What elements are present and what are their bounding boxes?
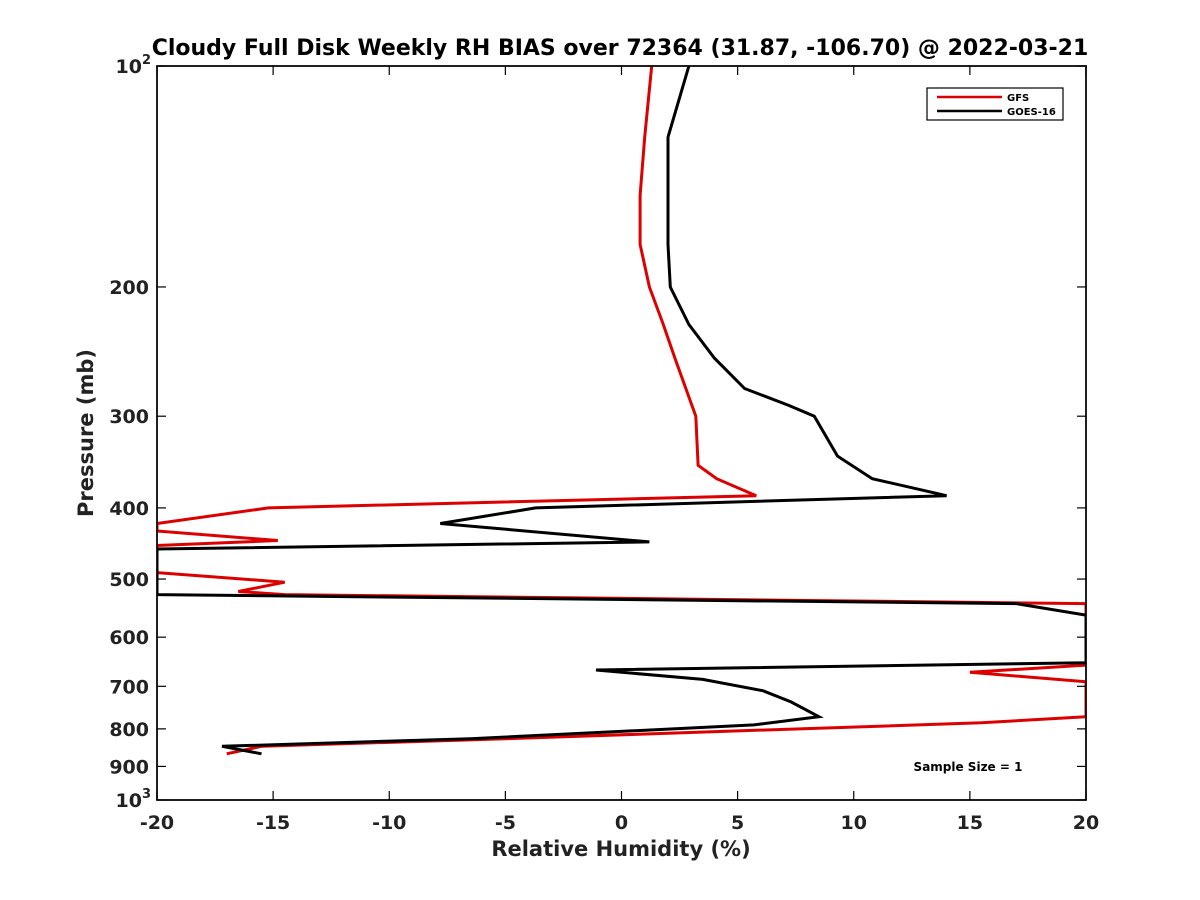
x-tick-label: -5 xyxy=(495,812,516,834)
y-tick-label: 800 xyxy=(109,719,149,741)
series-line-goes16 xyxy=(157,66,1086,756)
x-tick-label: 0 xyxy=(615,812,628,834)
y-tick-label: 900 xyxy=(109,756,149,778)
x-axis-label: Relative Humidity (%) xyxy=(491,837,750,861)
x-tick-label: -15 xyxy=(256,812,290,834)
y-tick-label: 200 xyxy=(109,277,149,299)
chart-title: Cloudy Full Disk Weekly RH BIAS over 723… xyxy=(152,36,1089,61)
x-tick-label: 15 xyxy=(957,812,983,834)
y-tick-label: 600 xyxy=(109,627,149,649)
x-tick-label: -20 xyxy=(140,812,174,834)
y-tick-label: 700 xyxy=(109,676,149,698)
legend: GFS GOES-16 xyxy=(926,87,1064,121)
plot-area xyxy=(156,65,1087,801)
x-tick-label: 20 xyxy=(1073,812,1099,834)
legend-box xyxy=(926,87,1064,121)
legend-label-gfs: GFS xyxy=(1007,93,1029,104)
x-tick-label: 10 xyxy=(841,812,867,834)
series-layer xyxy=(157,66,1086,756)
y-axis-label: Pressure (mb) xyxy=(74,349,98,517)
plot-frame xyxy=(156,65,1087,801)
x-tick-label: -10 xyxy=(372,812,406,834)
x-tick-label: 5 xyxy=(731,812,744,834)
tick-layer: -20 -15 -10 -5 0 5 10 15 20 102 200 300 400 500 600 700… xyxy=(109,53,1099,834)
legend-label-goes16: GOES-16 xyxy=(1007,107,1056,118)
sample-size-annotation: Sample Size = 1 xyxy=(914,760,1023,774)
y-tick-label: 500 xyxy=(109,569,149,591)
y-tick-label: 400 xyxy=(109,498,149,520)
y-tick-label: 300 xyxy=(109,406,149,428)
series-line-gfs xyxy=(157,66,1086,756)
y-tick-label: 103 xyxy=(116,787,152,812)
y-tick-label: 102 xyxy=(116,53,152,78)
